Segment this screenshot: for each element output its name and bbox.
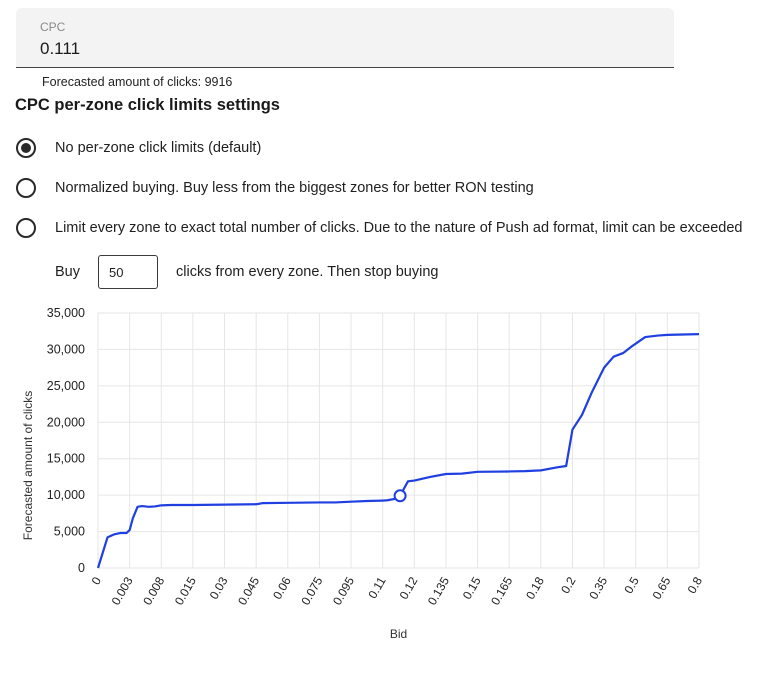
cpc-field[interactable]: CPC [16, 8, 674, 68]
y-axis-title: Forecasted amount of clicks [21, 391, 35, 540]
radio-option-normalized[interactable]: Normalized buying. Buy less from the big… [16, 178, 534, 198]
x-tick-label: 0.008 [140, 574, 167, 607]
x-tick-label: 0 [89, 574, 105, 587]
x-tick-label: 0.2 [558, 574, 579, 596]
radio-selected-dot [21, 143, 31, 153]
x-tick-label: 0.003 [109, 574, 136, 607]
x-tick-label: 0.65 [650, 574, 674, 602]
clicks-chart: 0 5,000 10,000 15,000 20,000 25,000 30,000 35,0… [21, 306, 706, 641]
x-tick-label: 0.5 [621, 574, 642, 596]
x-tick-label: 0.135 [425, 574, 452, 607]
y-axis-ticks: 0 5,000 10,000 15,000 20,000 25,000 30,000 35,0… [47, 306, 85, 575]
y-tick-label: 35,000 [47, 306, 85, 320]
radio-option-no-limits[interactable]: No per-zone click limits (default) [16, 138, 261, 158]
buy-prefix: Buy [55, 264, 80, 280]
x-tick-label: 0.075 [298, 574, 325, 607]
x-tick-label: 0.06 [270, 574, 294, 602]
chart-grid [97, 312, 700, 569]
x-tick-label: 0.03 [207, 574, 231, 602]
x-tick-label: 0.15 [460, 574, 484, 602]
radio-button[interactable] [16, 178, 36, 198]
y-tick-label: 0 [78, 561, 85, 575]
radio-label: Normalized buying. Buy less from the big… [55, 180, 534, 196]
y-tick-label: 5,000 [54, 525, 85, 539]
x-tick-label: 0.8 [685, 574, 706, 596]
x-tick-label: 0.35 [586, 574, 610, 602]
buy-clicks-input[interactable] [98, 255, 158, 289]
y-tick-label: 25,000 [47, 379, 85, 393]
y-tick-label: 15,000 [47, 452, 85, 466]
radio-label: Limit every zone to exact total number o… [55, 220, 743, 236]
x-tick-label: 0.12 [397, 574, 421, 602]
cpc-label: CPC [40, 20, 66, 34]
section-title: CPC per-zone click limits settings [15, 96, 280, 114]
forecast-text: Forecasted amount of clicks: 9916 [42, 75, 233, 89]
x-tick-label: 0.11 [365, 574, 389, 601]
y-tick-label: 10,000 [47, 488, 85, 502]
radio-button[interactable] [16, 138, 36, 158]
x-tick-label: 0.015 [172, 574, 199, 607]
buy-suffix: clicks from every zone. Then stop buying [176, 264, 439, 280]
x-tick-label: 0.165 [488, 574, 515, 607]
radio-button[interactable] [16, 218, 36, 238]
buy-row: Buy clicks from every zone. Then stop bu… [55, 255, 438, 289]
x-tick-label: 0.045 [235, 574, 262, 607]
cpc-input[interactable] [40, 39, 340, 59]
x-axis-ticks: 0 0.003 0.008 0.015 0.03 0.045 0.06 0.075 0.095 0… [89, 574, 706, 607]
radio-label: No per-zone click limits (default) [55, 140, 262, 156]
x-axis-title: Bid [390, 627, 407, 641]
series-line [96, 333, 700, 569]
radio-option-exact-limit[interactable]: Limit every zone to exact total number o… [16, 218, 743, 238]
y-tick-label: 30,000 [47, 342, 85, 356]
x-tick-label: 0.18 [523, 574, 547, 602]
x-tick-label: 0.095 [330, 574, 357, 607]
current-bid-marker[interactable] [393, 489, 407, 503]
y-tick-label: 20,000 [47, 415, 85, 429]
